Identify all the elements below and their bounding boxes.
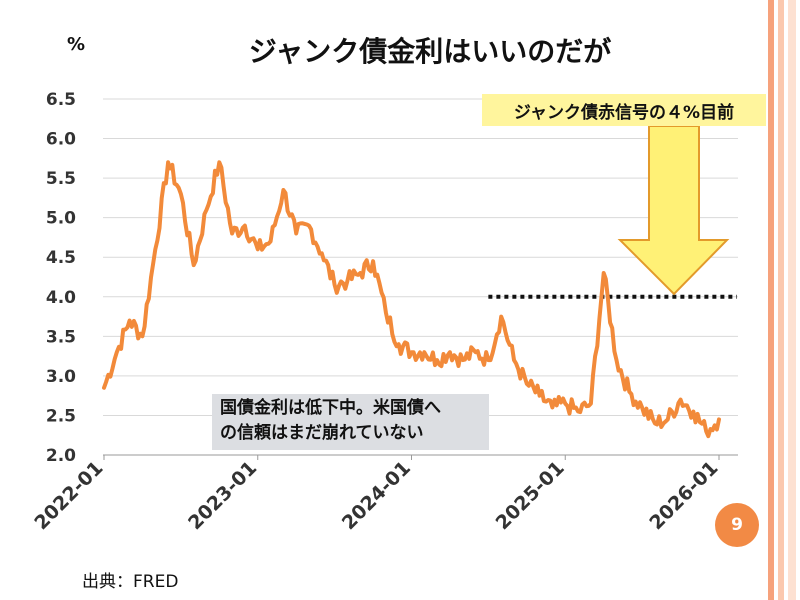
down-arrow-icon [617, 125, 730, 296]
x-tick-label: 2026-01 [645, 457, 722, 534]
note-box: 国債金利は低下中。米国債へ の信頼はまだ崩れていない [212, 394, 489, 450]
slide-title: ジャンク債金利はいいのだが [248, 35, 612, 68]
grid-lines [103, 98, 738, 416]
y-tick-label: 6.0 [46, 130, 76, 150]
y-tick-label: 4.5 [46, 248, 76, 268]
y-tick-label: 6.5 [46, 90, 76, 110]
y-tick-label: 5.0 [46, 209, 76, 229]
right-border-stripe [778, 0, 784, 600]
y-tick-label: 5.5 [46, 169, 76, 189]
page-number-badge: 9 [715, 503, 759, 547]
y-tick-label: 4.0 [46, 288, 76, 308]
right-border-stripe-2 [788, 0, 796, 600]
note-line-2: の信頼はまだ崩れていない [220, 423, 424, 443]
y-tick-label: 3.5 [46, 327, 76, 347]
y-tick-label: 2.5 [46, 406, 76, 426]
x-tick-label: 2023-01 [184, 457, 261, 534]
x-tick-label: 2022-01 [30, 457, 107, 534]
y-axis-unit: % [67, 34, 86, 55]
junk-bond-yield-series-line [102, 160, 721, 439]
x-tick-label: 2024-01 [338, 457, 415, 534]
y-axis-ticks: 6.5 6.0 5.5 5.0 4.5 4.0 3.5 3.0 2.5 2.0 [46, 90, 76, 466]
signal-label-box: ジャンク債赤信号の４%目前 [482, 94, 766, 126]
y-tick-label: 3.0 [46, 367, 76, 387]
note-line-1: 国債金利は低下中。米国債へ [220, 398, 441, 418]
x-tick-label: 2025-01 [492, 457, 569, 534]
y-tick-label: 2.0 [46, 446, 76, 466]
right-border-accent [768, 0, 774, 600]
source-credit: 出典：FRED [82, 572, 179, 592]
x-axis-ticks: 2022-01 2023-01 2024-01 2025-01 2026-01 [30, 455, 723, 534]
